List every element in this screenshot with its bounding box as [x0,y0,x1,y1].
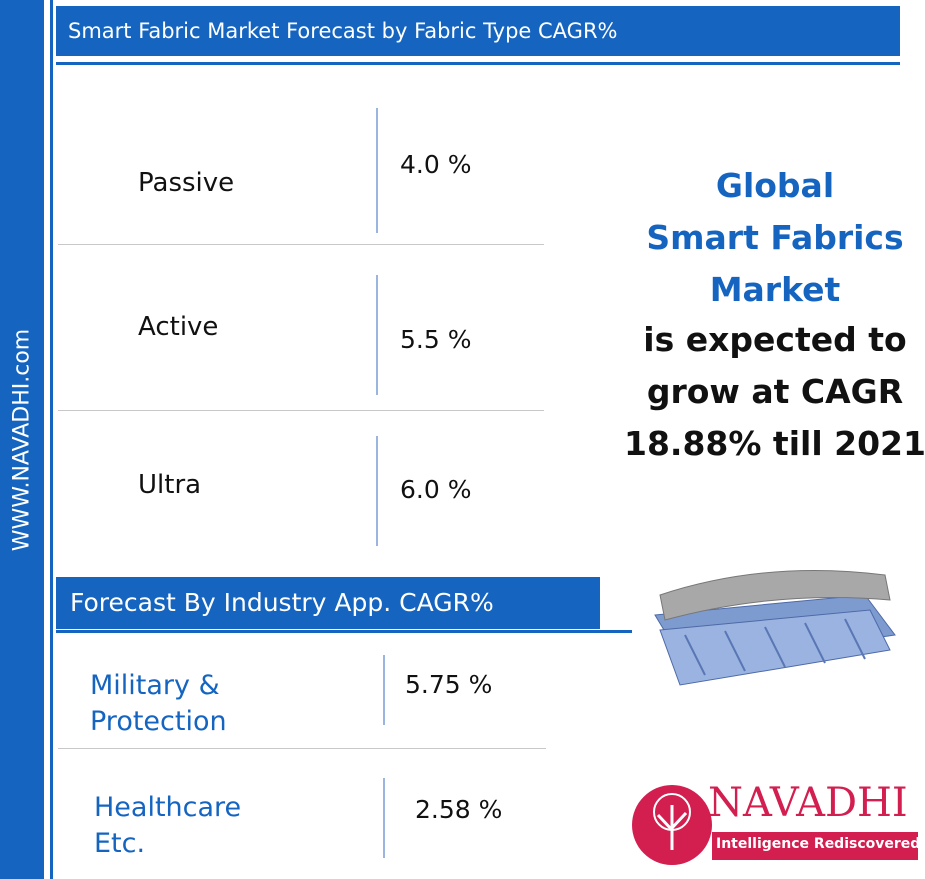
logo-name: NAVADHI [708,780,908,826]
section-title: Forecast By Industry App. CAGR% [56,577,600,629]
rule [56,62,900,65]
row-label: Active [138,312,218,342]
separator [376,108,378,233]
separator [58,410,544,411]
headline: grow at CAGR [620,366,925,417]
row-label: Ultra [138,470,201,500]
separator [58,244,544,245]
row-label: Passive [138,168,234,198]
headline: Smart Fabrics [620,212,925,263]
row-label: Military & Protection [90,668,290,740]
row-value: 5.5 % [400,325,471,354]
separator [376,436,378,546]
row-value: 4.0 % [400,150,471,179]
fabric-image [645,555,905,705]
row-value: 2.58 % [415,795,502,824]
sidebar-text: WWW.NAVADHI.com [10,240,35,640]
infographic: WWW.NAVADHI.com Smart Fabric Market Fore… [0,0,925,879]
rule [56,630,632,633]
headline: is expected to [620,314,925,365]
section-title: Smart Fabric Market Forecast by Fabric T… [56,6,900,56]
separator [58,748,546,749]
rule [50,0,53,879]
separator [376,275,378,395]
headline: Global [620,160,925,211]
headline: 18.88% till 2021 [620,418,925,469]
row-label: Healthcare Etc. [94,790,274,862]
logo-tagline: Intelligence Rediscovered [716,836,920,852]
separator [383,778,385,858]
headline: Market [620,264,925,315]
row-value: 6.0 % [400,475,471,504]
separator [383,655,385,725]
row-value: 5.75 % [405,670,492,699]
